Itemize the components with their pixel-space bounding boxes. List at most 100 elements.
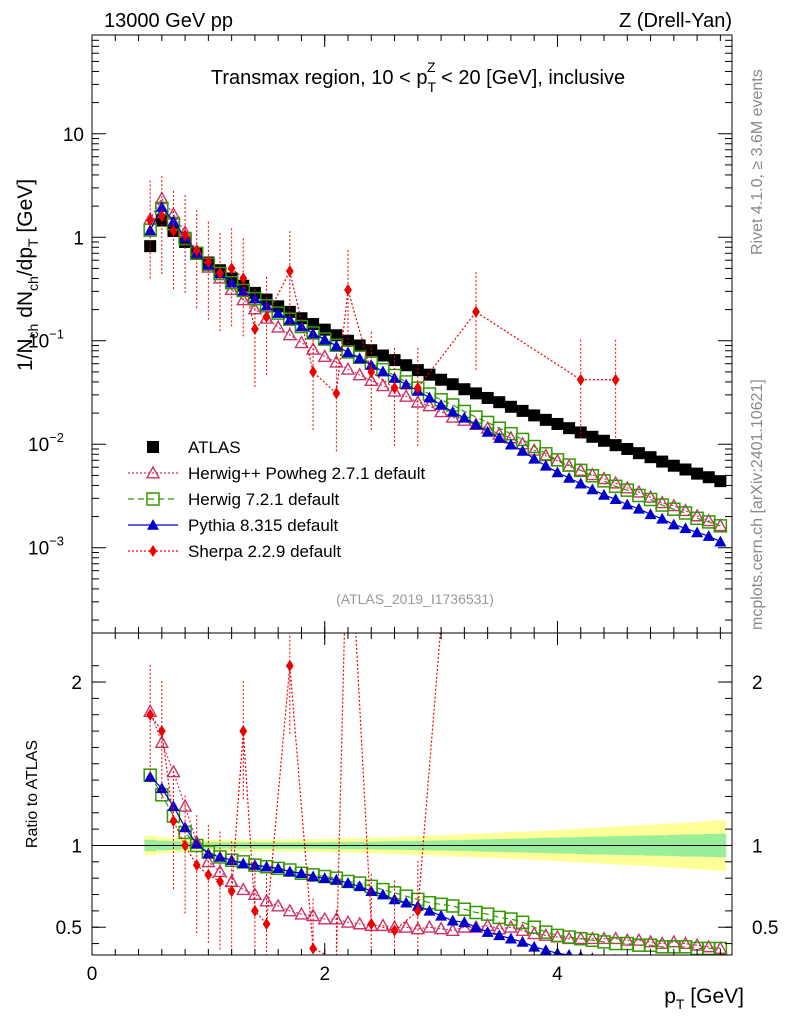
- atlas-point: [470, 387, 482, 400]
- atlas-point: [539, 413, 552, 426]
- pythia-ratio-point: [679, 959, 691, 970]
- herwigpp-point: [678, 503, 693, 517]
- herwigpp-point: [596, 471, 612, 485]
- xlabel-sub: T: [676, 996, 685, 1012]
- legend-marker-sherpa: [149, 545, 157, 557]
- pythia-ratio-point: [155, 782, 168, 794]
- pythia-point: [621, 498, 634, 510]
- pythia-point: [691, 526, 704, 538]
- sherpa-ratio-point: [239, 725, 248, 738]
- pythia-point: [516, 444, 529, 456]
- ratio-y-axis-label: Ratio to ATLAS: [24, 740, 41, 848]
- ylabel-part: [GeV]: [14, 179, 37, 239]
- pythia-ratio-point: [516, 935, 529, 947]
- pythia-point: [458, 411, 471, 423]
- pythia-ratio-point: [528, 940, 541, 952]
- pythia-point: [551, 466, 564, 478]
- sherpa-ratio-point: [192, 859, 201, 872]
- herwigpp-point: [689, 508, 705, 522]
- herwigpp-ratio-point: [585, 931, 600, 945]
- sherpa-ratio-point: [335, 953, 338, 955]
- ratio-tick-label-right: 1: [752, 836, 763, 857]
- atlas-point: [493, 396, 506, 409]
- ratio-plot-area: [92, 186, 732, 970]
- herwigpp-point: [433, 404, 449, 418]
- herwigpp-ratio-point: [654, 936, 670, 950]
- pythia-ratio-point: [470, 921, 482, 933]
- sherpa-point: [157, 210, 166, 223]
- herwig7-point: [632, 488, 646, 503]
- ratio-plot-frame: [91, 632, 733, 956]
- y-tick-exponent: −3: [49, 534, 64, 549]
- herwigpp-ratio-line: [149, 711, 721, 950]
- herwigpp-ratio-point: [294, 906, 309, 920]
- sherpa-ratio-point: [309, 942, 317, 955]
- herwigpp-point: [317, 349, 332, 363]
- herwigpp-ratio-point: [410, 921, 426, 935]
- sherpa-point: [146, 214, 155, 227]
- herwig7-point: [527, 439, 541, 454]
- herwigpp-ratio-point: [678, 936, 693, 950]
- ylabel-part: 1/N: [14, 338, 37, 371]
- herwigpp-ratio-point: [398, 919, 414, 933]
- herwigpp-ratio-point: [282, 903, 298, 917]
- herwigpp-ratio-point: [620, 932, 635, 946]
- xlabel-post: [GeV]: [684, 985, 744, 1008]
- sherpa-point: [309, 365, 317, 378]
- atlas-point: [551, 417, 564, 430]
- pythia-ratio-point: [656, 957, 668, 968]
- herwigpp-ratio-point: [643, 934, 658, 948]
- y-tick-label: 10−1: [28, 327, 64, 353]
- sherpa-point: [216, 267, 224, 280]
- pythia-ratio-point: [435, 909, 448, 921]
- legend-label-sherpa: Sherpa 2.2.9 default: [188, 542, 341, 561]
- pythia-point: [446, 405, 459, 417]
- pythia-point: [272, 307, 285, 318]
- ylabel-sub: ch: [25, 324, 41, 339]
- plot-title-post: < 20 [GeV], inclusive: [436, 67, 626, 89]
- herwigpp-ratio-point: [259, 893, 274, 907]
- atlas-point: [656, 455, 669, 468]
- pythia-ratio-point: [260, 860, 273, 872]
- herwigpp-point: [620, 480, 635, 494]
- atlas-point: [621, 442, 634, 455]
- pythia-point: [667, 518, 680, 530]
- pythia-ratio-point: [353, 880, 366, 892]
- pythia-ratio-point: [481, 926, 494, 937]
- sherpa-point: [285, 265, 294, 278]
- herwig7-point: [713, 519, 728, 533]
- sherpa-point: [251, 322, 259, 335]
- pythia-ratio-point: [493, 929, 506, 941]
- pythia-ratio-point: [342, 877, 354, 888]
- plot-title-pre: Transmax region, 10 < p: [211, 67, 428, 89]
- herwigpp-ratio-point: [701, 939, 716, 953]
- pythia-point: [609, 493, 622, 505]
- pythia-point: [237, 284, 250, 296]
- pythia-point: [679, 522, 692, 534]
- herwigpp-ratio-point: [247, 887, 263, 901]
- sherpa-point: [181, 229, 189, 242]
- sherpa-point: [227, 262, 236, 275]
- main-plot-area: [142, 176, 728, 547]
- y-tick-base: 1: [73, 228, 84, 249]
- sherpa-point: [262, 310, 271, 323]
- pythia-point: [586, 483, 599, 495]
- herwigpp-point: [305, 341, 321, 355]
- herwigpp-point: [236, 292, 251, 306]
- pythia-ratio-point: [237, 857, 250, 869]
- sherpa-ratio-point: [216, 875, 224, 888]
- pythia-point: [632, 502, 645, 514]
- atlas-point: [481, 391, 494, 404]
- herwigpp-point: [270, 319, 286, 333]
- pythia-ratio-point: [645, 957, 657, 968]
- herwigpp-ratio-point: [573, 931, 588, 945]
- pythia-ratio-point: [423, 904, 436, 916]
- sherpa-point: [344, 283, 352, 296]
- sherpa-point: [169, 224, 178, 237]
- sherpa-ratio-point: [472, 186, 480, 198]
- atlas-point: [667, 459, 680, 472]
- herwigpp-ratio-point: [352, 916, 367, 930]
- herwigpp-ratio-point: [503, 919, 519, 933]
- sherpa-ratio-point: [413, 904, 422, 917]
